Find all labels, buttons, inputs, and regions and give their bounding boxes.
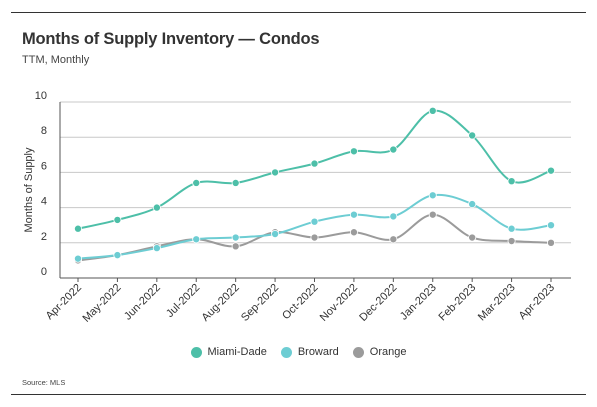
data-point-miami-dade bbox=[468, 131, 477, 140]
data-point-broward bbox=[349, 210, 358, 219]
x-tick-label: Mar-2023 bbox=[476, 282, 518, 324]
data-point-miami-dade bbox=[428, 106, 437, 115]
data-point-broward bbox=[389, 212, 398, 221]
x-tick-label: Jul-2022 bbox=[164, 282, 202, 320]
data-point-broward bbox=[468, 200, 477, 209]
legend-item-orange: Orange bbox=[352, 346, 407, 358]
data-point-broward bbox=[74, 254, 83, 263]
y-tick-label: 8 bbox=[41, 125, 47, 137]
x-tick-label: Oct-2022 bbox=[280, 282, 320, 322]
data-point-broward bbox=[271, 229, 280, 238]
legend-swatch bbox=[280, 346, 292, 358]
series-miami-dade bbox=[74, 106, 556, 233]
legend-swatch bbox=[352, 346, 364, 358]
data-point-orange bbox=[349, 228, 358, 237]
series-line-broward bbox=[77, 193, 552, 260]
data-point-miami-dade bbox=[74, 224, 83, 233]
series-broward bbox=[74, 191, 556, 263]
y-tick-label: 10 bbox=[35, 90, 47, 102]
legend-label: Broward bbox=[297, 346, 339, 358]
legend-item-miami-dade: Miami-Dade bbox=[190, 346, 267, 358]
x-tick-label: Apr-2022 bbox=[44, 282, 84, 322]
data-point-miami-dade bbox=[547, 166, 556, 175]
x-tick-label: Dec-2022 bbox=[357, 282, 399, 324]
data-point-miami-dade bbox=[192, 178, 201, 187]
data-point-miami-dade bbox=[113, 215, 122, 224]
x-tick-label: May-2022 bbox=[80, 282, 123, 325]
x-tick-label: Apr-2023 bbox=[517, 282, 557, 322]
series-layer bbox=[74, 106, 556, 265]
y-tick-label: 6 bbox=[41, 160, 47, 172]
data-point-orange bbox=[428, 210, 437, 219]
series-line-miami-dade bbox=[77, 109, 552, 230]
y-tick-label: 0 bbox=[41, 266, 47, 278]
top-rule bbox=[11, 12, 586, 13]
legend-label: Miami-Dade bbox=[207, 346, 267, 358]
data-point-broward bbox=[310, 217, 319, 226]
y-tick-label: 4 bbox=[41, 196, 47, 208]
x-tick-label: Sep-2022 bbox=[239, 282, 281, 324]
legend-item-broward: Broward bbox=[280, 346, 339, 358]
data-point-miami-dade bbox=[231, 178, 240, 187]
data-point-miami-dade bbox=[271, 168, 280, 177]
chart-subtitle: TTM, Monthly bbox=[22, 54, 90, 66]
data-point-orange bbox=[310, 233, 319, 242]
data-point-broward bbox=[547, 221, 556, 230]
data-point-broward bbox=[152, 244, 161, 253]
x-tick-label: Nov-2022 bbox=[318, 282, 360, 324]
bottom-rule bbox=[11, 394, 586, 395]
x-tick-label: Jan-2023 bbox=[398, 282, 439, 323]
data-point-broward bbox=[507, 224, 516, 233]
y-axis-label: Months of Supply bbox=[23, 147, 35, 232]
data-point-orange bbox=[231, 242, 240, 251]
data-point-miami-dade bbox=[389, 145, 398, 154]
data-point-orange bbox=[547, 238, 556, 247]
data-point-miami-dade bbox=[310, 159, 319, 168]
data-point-broward bbox=[231, 233, 240, 242]
legend-label: Orange bbox=[369, 346, 407, 358]
data-point-orange bbox=[389, 235, 398, 244]
data-point-broward bbox=[428, 191, 437, 200]
x-tick-label: Feb-2023 bbox=[437, 282, 479, 324]
x-tick-label: Jun-2022 bbox=[122, 282, 163, 323]
legend-swatch bbox=[190, 346, 202, 358]
data-point-broward bbox=[192, 235, 201, 244]
chart-title: Months of Supply Inventory — Condos bbox=[22, 30, 320, 48]
grid-lines bbox=[60, 101, 571, 244]
data-point-broward bbox=[113, 251, 122, 260]
axes bbox=[59, 102, 571, 282]
data-point-miami-dade bbox=[349, 147, 358, 156]
y-tick-label: 2 bbox=[41, 231, 47, 243]
x-tick-label: Aug-2022 bbox=[200, 282, 242, 324]
legend: Miami-Dade Broward Orange bbox=[0, 346, 597, 358]
data-point-miami-dade bbox=[152, 203, 161, 212]
data-point-orange bbox=[507, 237, 516, 246]
data-point-miami-dade bbox=[507, 177, 516, 186]
source-note: Source: MLS bbox=[22, 378, 66, 387]
data-point-orange bbox=[468, 233, 477, 242]
